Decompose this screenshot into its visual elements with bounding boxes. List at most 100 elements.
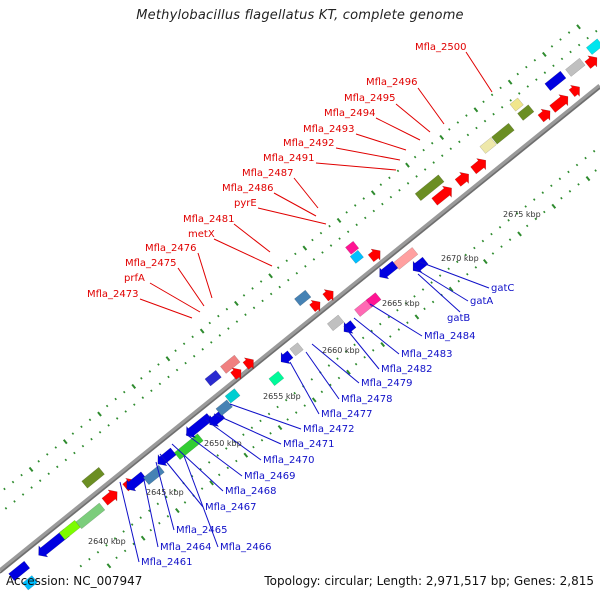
gene-feature <box>204 369 222 387</box>
tick-dot <box>294 411 298 414</box>
label-pyre: pyrE <box>234 198 257 209</box>
tick-dot <box>447 267 450 271</box>
tick-dot <box>192 354 196 358</box>
gene-feature <box>75 502 106 530</box>
tick-dot <box>346 369 351 375</box>
tick-dot <box>132 542 135 546</box>
tick-dot <box>287 278 290 282</box>
leader-line <box>119 481 140 563</box>
gene-feature <box>322 289 334 302</box>
tick-dot <box>535 78 538 81</box>
tick-dots <box>3 24 598 569</box>
gene-feature <box>157 447 177 467</box>
tick-dot <box>500 245 503 248</box>
tick-dot <box>130 523 134 526</box>
tick-dot <box>234 300 239 307</box>
tick-dot <box>397 328 401 331</box>
leader-line <box>185 433 243 477</box>
tick-dot <box>430 281 433 284</box>
tick-dot <box>576 24 581 30</box>
tick-dot <box>458 140 461 144</box>
tick-dot <box>550 45 554 48</box>
leader-line <box>177 267 205 307</box>
tick-dot <box>20 473 23 477</box>
tick-dot <box>353 204 357 207</box>
tick-dot <box>149 528 153 532</box>
tick-dot <box>62 439 68 445</box>
tick-dot <box>97 411 102 417</box>
kbp-markers: 2640 kbp 2645 kbp 2650 kbp 2655 kbp 2660… <box>88 210 541 546</box>
tick-dot <box>47 472 50 476</box>
tick-dot <box>124 410 127 413</box>
tick-dot <box>261 299 264 303</box>
tick-dot <box>423 168 427 171</box>
tick-dot <box>64 458 68 462</box>
tick-dot <box>199 467 202 471</box>
tick-dot <box>96 550 100 554</box>
tick-dot <box>353 343 356 347</box>
tick-dot <box>201 348 204 351</box>
tick-dot <box>303 404 307 407</box>
tick-dot <box>585 176 591 182</box>
tick-dot <box>389 335 392 338</box>
leader-line <box>205 419 262 461</box>
tick-dot <box>278 285 281 289</box>
tick-dot <box>543 71 547 74</box>
tick-dot <box>81 444 85 448</box>
tick-dot <box>4 507 8 510</box>
tick-dot <box>115 556 118 560</box>
tick-dot <box>217 473 221 477</box>
label-mfla-2496: Mfla_2496 <box>366 77 418 88</box>
tick-dot <box>105 404 109 408</box>
tick-dot <box>175 507 180 514</box>
tick-dot <box>337 376 341 380</box>
tick-dot <box>269 292 273 296</box>
tick-dot <box>114 397 117 401</box>
tick-dot <box>586 36 589 40</box>
label-mfla-2472: Mfla_2472 <box>303 424 355 435</box>
tick-dot <box>293 391 296 395</box>
tick-dot <box>242 433 245 436</box>
tick-dot <box>174 349 177 352</box>
gene-feature <box>142 464 165 486</box>
label-metx: metX <box>188 229 215 240</box>
kbp-2670: 2670 kbp <box>441 254 479 263</box>
tick-dot <box>551 203 557 209</box>
tick-dot <box>191 335 194 339</box>
tick-dot <box>372 209 376 213</box>
tick-dot <box>594 29 598 33</box>
tick-dot <box>148 509 151 513</box>
gene-feature <box>230 367 242 380</box>
tick-dot <box>11 480 15 484</box>
tick-dot <box>259 419 262 423</box>
leader-line <box>419 261 490 289</box>
tick-dot <box>361 336 365 340</box>
tick-dot <box>455 260 459 264</box>
tick-dot <box>575 163 579 167</box>
reverse-labels: gatC gatA gatB Mfla_2484 Mfla_2483 Mfla_… <box>141 283 514 568</box>
leader-line <box>311 343 360 384</box>
tick-dot <box>235 320 239 323</box>
tick-dot <box>158 521 161 525</box>
tick-dot <box>517 231 522 237</box>
gene-feature <box>242 357 254 370</box>
tick-dot <box>541 191 545 194</box>
tick-dot <box>552 64 555 68</box>
leader-line <box>183 455 219 548</box>
tick-dot <box>79 564 83 568</box>
tick-dot <box>141 396 145 399</box>
tick-dot <box>277 424 283 431</box>
genome-summary: Topology: circular; Length: 2,971,517 bp… <box>264 574 594 588</box>
tick-dot <box>158 382 162 386</box>
label-mfla-2461: Mfla_2461 <box>141 557 193 568</box>
leader-line <box>413 267 469 302</box>
label-mfla-2468: Mfla_2468 <box>225 486 277 497</box>
label-mfla-2487: Mfla_2487 <box>242 168 294 179</box>
gene-feature <box>537 108 551 123</box>
label-mfla-2473: Mfla_2473 <box>87 289 139 300</box>
tick-dot <box>466 272 469 276</box>
tick-dot <box>225 447 228 450</box>
tick-dot <box>140 377 143 380</box>
tick-dot <box>328 224 331 228</box>
tick-dot <box>286 418 289 421</box>
